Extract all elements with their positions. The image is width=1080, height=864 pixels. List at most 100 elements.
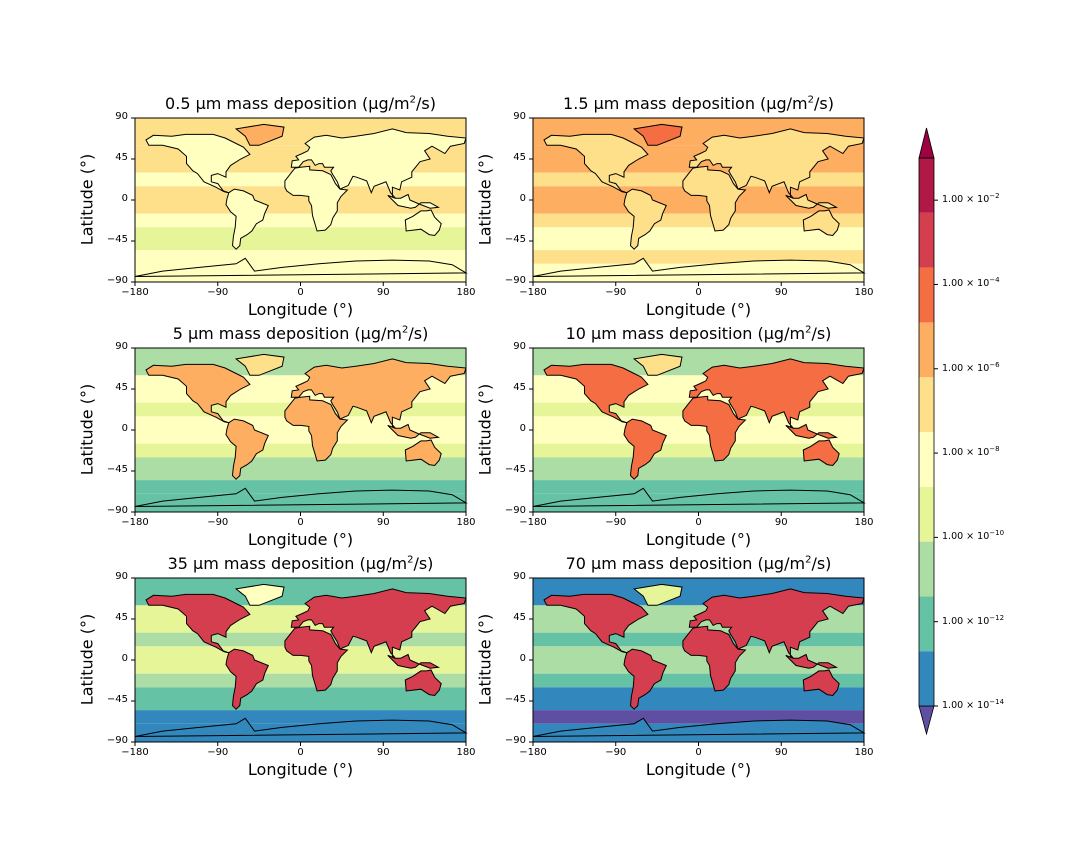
colorbar-tick-label: 1.00 × 10−4 — [942, 276, 1000, 289]
colorbar-tick-exponent: −10 — [989, 529, 1005, 538]
panel-title-superscript: 2 — [805, 554, 812, 566]
colorbar-segment — [919, 432, 934, 487]
panel-title-superscript: 2 — [407, 554, 414, 566]
coastline-north-america — [543, 593, 649, 654]
panel-title-tail: /s) — [408, 324, 429, 343]
coastline-australia — [404, 669, 442, 697]
colorbar-segment — [919, 541, 934, 597]
coastline-north-america — [543, 363, 649, 424]
x-tick-label: 0 — [695, 517, 702, 528]
ocean-band — [533, 673, 864, 688]
ocean-band — [533, 118, 864, 146]
y-tick-label: 90 — [115, 571, 128, 582]
colorbar-tick-label: 1.00 × 10−8 — [942, 445, 1000, 458]
y-axis-label: Latitude (°) — [77, 613, 97, 706]
coastline-greenland — [234, 353, 285, 376]
x-tick-label: 0 — [297, 517, 304, 528]
ocean-band — [533, 375, 864, 403]
panel-title-tail: /s) — [813, 94, 834, 113]
axes-frame — [532, 347, 865, 513]
x-tick-label: 90 — [774, 747, 788, 758]
ocean-band — [135, 646, 466, 674]
colorbar-tick-mantissa: 1.00 × 10 — [942, 615, 990, 627]
y-tick-label: 90 — [513, 111, 526, 122]
ocean-band — [533, 186, 864, 214]
colorbar-tick-exponent: −14 — [989, 698, 1005, 706]
panel-title-text: 5 µm mass deposition (µg/m — [172, 324, 402, 343]
ocean-band — [135, 687, 466, 711]
coastline-australia — [802, 209, 840, 237]
ocean-band — [135, 145, 466, 173]
ocean-band — [135, 443, 466, 458]
ocean-band — [533, 213, 864, 228]
y-axis-label: Latitude (°) — [77, 153, 97, 246]
ocean-band — [135, 118, 466, 146]
x-tick-label: 0 — [695, 287, 702, 298]
colorbar-segment — [919, 651, 934, 706]
coastline-australia — [802, 669, 840, 697]
y-tick-label: 90 — [513, 571, 526, 582]
coastline-greenland — [632, 123, 683, 146]
x-tick-label: −90 — [605, 287, 627, 298]
coastline-greenland — [632, 353, 683, 376]
x-tick-label: 90 — [376, 287, 390, 298]
coastline-africa — [682, 395, 747, 462]
colorbar-tick-exponent: −4 — [989, 276, 1000, 285]
ocean-band — [135, 172, 466, 187]
ocean-band — [135, 227, 466, 251]
coastline-indonesia — [387, 653, 441, 669]
panel-title-tail: /s) — [811, 554, 832, 573]
coastline-south-america — [225, 418, 269, 480]
coastline-north-america — [145, 133, 251, 194]
colorbar-segment — [919, 267, 934, 323]
x-axis-label: Longitude (°) — [645, 760, 752, 779]
colorbar-tick-label: 1.00 × 10−12 — [942, 614, 1004, 627]
ocean-band — [533, 632, 864, 647]
colorbar-extend-high — [918, 127, 935, 159]
coastline-antarctica — [134, 487, 468, 507]
colorbar-frame — [918, 157, 935, 707]
x-tick-label: 180 — [456, 517, 476, 528]
y-tick-label: 0 — [519, 423, 526, 434]
colorbar-extend-low — [918, 705, 935, 736]
colorbar-tick-exponent: −2 — [989, 192, 1000, 201]
y-axis-label: Latitude (°) — [475, 153, 495, 246]
ocean-band — [533, 145, 864, 173]
coastline-north-america — [145, 593, 251, 654]
x-tick-label: 0 — [297, 287, 304, 298]
y-tick-label: 45 — [513, 612, 526, 623]
x-tick-label: −90 — [207, 517, 229, 528]
ocean-band — [533, 578, 864, 606]
coastline-eurasia — [688, 128, 865, 200]
ocean-band — [135, 632, 466, 647]
coastline-indonesia — [785, 423, 839, 439]
y-tick-label: 45 — [513, 382, 526, 393]
panel-title-text: 0.5 µm mass deposition (µg/m — [165, 94, 410, 113]
ocean-band — [533, 493, 864, 512]
axes-frame — [134, 347, 467, 513]
x-tick-label: 90 — [774, 287, 788, 298]
y-tick-label: 90 — [115, 111, 128, 122]
ocean-band — [135, 348, 466, 376]
colorbar-segment — [919, 377, 934, 432]
y-tick-label: −45 — [106, 694, 128, 705]
ocean-band — [135, 493, 466, 512]
ocean-band — [135, 213, 466, 228]
colorbar-segment — [919, 322, 934, 378]
colorbar-tick-label: 1.00 × 10−2 — [942, 192, 1000, 205]
x-tick-label: −180 — [519, 287, 547, 298]
y-tick-label: −45 — [504, 464, 526, 475]
coastline-africa — [682, 165, 747, 232]
x-tick-label: 90 — [774, 517, 788, 528]
x-tick-label: 180 — [854, 517, 874, 528]
coastline-indonesia — [785, 653, 839, 669]
y-tick-label: −90 — [106, 735, 128, 746]
colorbar-segment — [919, 158, 934, 213]
y-tick-label: −90 — [106, 275, 128, 286]
ocean-band — [533, 250, 864, 264]
y-tick-label: −90 — [106, 505, 128, 516]
coastline-greenland — [632, 583, 683, 606]
x-tick-label: −90 — [207, 287, 229, 298]
